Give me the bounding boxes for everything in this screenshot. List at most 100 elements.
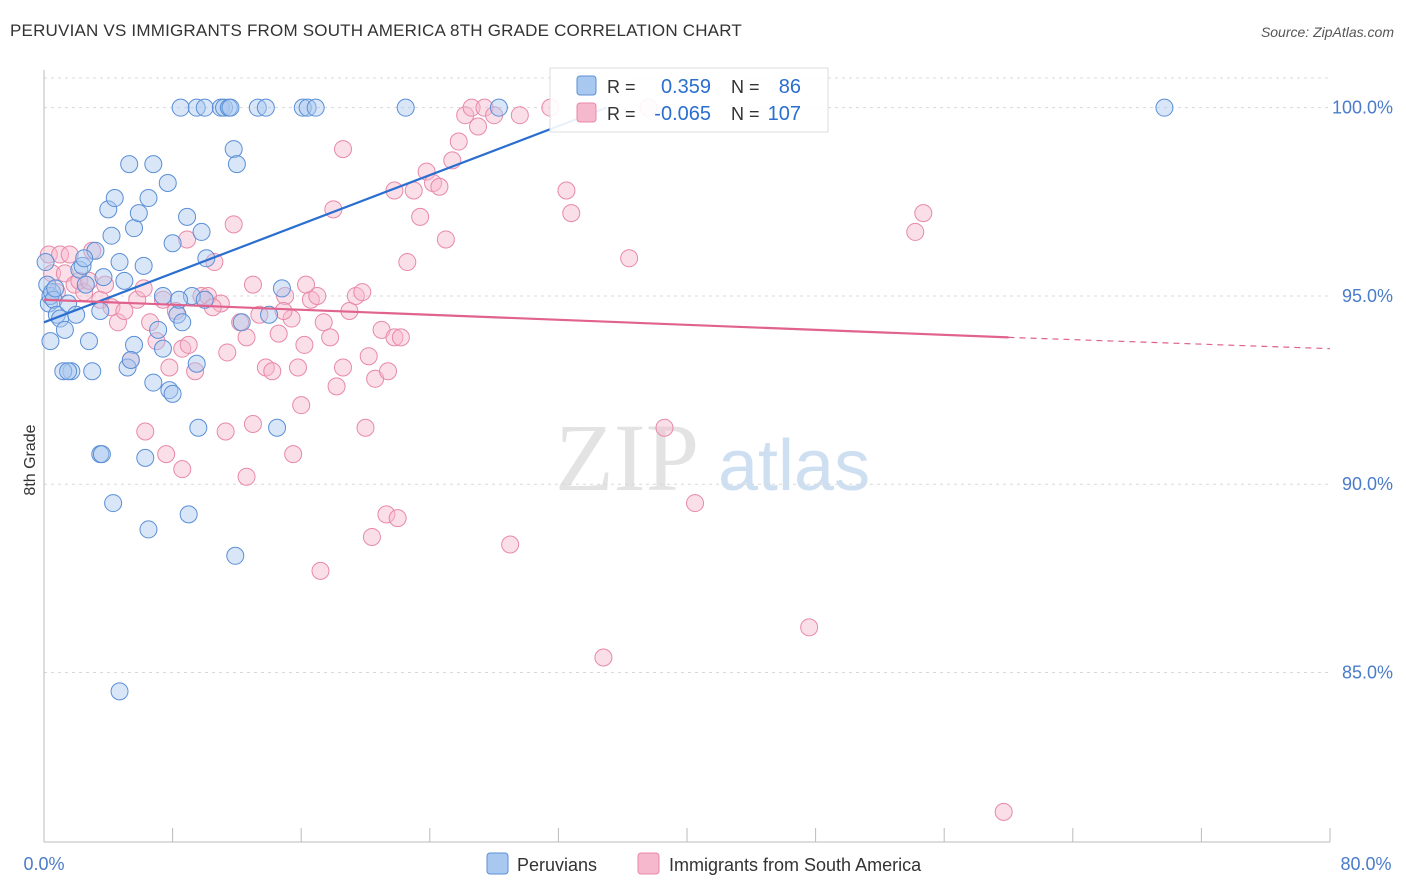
data-point-peruvians [189, 418, 208, 437]
watermark-zip: ZIP [555, 404, 699, 511]
data-point-immigrants [436, 230, 455, 249]
data-point-immigrants [906, 222, 925, 241]
y-tick-label: 100.0% [1332, 98, 1393, 118]
stats-swatch-immigrants [576, 102, 597, 123]
data-point-immigrants [914, 204, 933, 223]
data-point-peruvians [102, 226, 121, 245]
data-point-immigrants [136, 422, 155, 441]
data-point-peruvians [268, 418, 287, 437]
data-point-immigrants [173, 460, 192, 479]
data-point-peruvians [260, 305, 279, 324]
data-point-immigrants [288, 358, 307, 377]
data-point-immigrants [327, 377, 346, 396]
x-tick-label-max: 80.0% [1340, 854, 1391, 874]
data-point-peruvians [224, 140, 243, 159]
data-point-peruvians [293, 98, 312, 117]
data-point-peruvians [221, 98, 240, 117]
data-point-immigrants [218, 343, 237, 362]
data-point-immigrants [462, 98, 481, 117]
data-point-peruvians [178, 207, 197, 226]
data-point-immigrants [308, 286, 327, 305]
data-point-peruvians [99, 200, 118, 219]
axes [43, 70, 1330, 843]
data-point-immigrants [160, 358, 179, 377]
stats-n-value-immigrants: 107 [768, 103, 801, 125]
data-point-peruvians [36, 253, 55, 272]
data-point-peruvians [125, 335, 144, 354]
data-point-immigrants [96, 275, 115, 294]
data-point-immigrants [359, 347, 378, 366]
data-point-immigrants [224, 215, 243, 234]
data-point-peruvians [86, 241, 105, 260]
data-point-immigrants [51, 245, 70, 264]
data-point-immigrants [594, 648, 613, 667]
data-point-immigrants [295, 335, 314, 354]
data-point-immigrants [449, 132, 468, 151]
data-point-peruvians [91, 302, 110, 321]
data-point-immigrants [456, 106, 475, 125]
trend-line-immigrants-extension [1008, 336, 1331, 350]
data-point-immigrants [292, 396, 311, 415]
data-point-peruvians [129, 204, 148, 223]
data-point-peruvians [136, 448, 155, 467]
data-point-peruvians [55, 320, 74, 339]
data-point-peruvians [171, 98, 190, 117]
stats-r-value-peruvians: 0.359 [661, 76, 711, 98]
stats-n-label-peruvians: N = [731, 77, 760, 97]
data-point-immigrants [321, 328, 340, 347]
data-point-peruvians [153, 286, 172, 305]
watermark-atlas: atlas [718, 426, 870, 506]
series-peruvians [36, 98, 1174, 701]
data-point-peruvians [163, 384, 182, 403]
data-point-peruvians [163, 234, 182, 253]
stats-n-value-peruvians: 86 [779, 76, 801, 98]
data-point-immigrants [178, 230, 197, 249]
data-point-peruvians [489, 98, 508, 117]
data-point-peruvians [73, 256, 92, 275]
data-point-immigrants [501, 535, 520, 554]
data-point-peruvians [144, 373, 163, 392]
legend-swatch-peruvians [486, 852, 509, 875]
data-point-immigrants [655, 418, 674, 437]
data-point-immigrants [216, 422, 235, 441]
data-point-immigrants [147, 332, 166, 351]
data-point-peruvians [121, 350, 140, 369]
data-point-immigrants [60, 245, 79, 264]
data-point-peruvians [158, 173, 177, 192]
data-point-peruvians [115, 271, 134, 290]
data-point-immigrants [250, 305, 269, 324]
data-point-immigrants [297, 275, 316, 294]
data-point-peruvians [179, 505, 198, 524]
data-point-peruvians [120, 155, 139, 174]
legend-label-immigrants: Immigrants from South America [669, 855, 922, 875]
legend: Peruvians Immigrants from South America [486, 852, 922, 875]
data-point-peruvians [110, 682, 129, 701]
data-point-peruvians [105, 189, 124, 208]
data-point-peruvians [83, 362, 102, 381]
data-point-immigrants [263, 362, 282, 381]
data-point-immigrants [179, 335, 198, 354]
data-point-peruvians [80, 332, 99, 351]
data-point-peruvians [192, 222, 211, 241]
x-tick-labels: 0.0% 80.0% [23, 854, 1391, 874]
data-point-peruvians [227, 155, 246, 174]
data-point-immigrants [243, 414, 262, 433]
data-point-peruvians [256, 98, 275, 117]
data-point-immigrants [562, 204, 581, 223]
data-point-immigrants [510, 106, 529, 125]
legend-swatch-immigrants [637, 852, 660, 875]
data-point-peruvians [1155, 98, 1174, 117]
y-tick-label: 90.0% [1342, 474, 1393, 494]
source-credit: Source: ZipAtlas.com [1260, 24, 1394, 40]
data-point-peruvians [149, 320, 168, 339]
y-tick-label: 95.0% [1342, 286, 1393, 306]
data-point-immigrants [311, 561, 330, 580]
data-point-immigrants [557, 181, 576, 200]
trend-lines [43, 106, 1331, 350]
data-point-peruvians [232, 313, 251, 332]
trend-line-peruvians [43, 106, 608, 324]
data-point-peruvians [104, 494, 123, 513]
data-point-immigrants [417, 162, 436, 181]
data-point-immigrants [379, 362, 398, 381]
